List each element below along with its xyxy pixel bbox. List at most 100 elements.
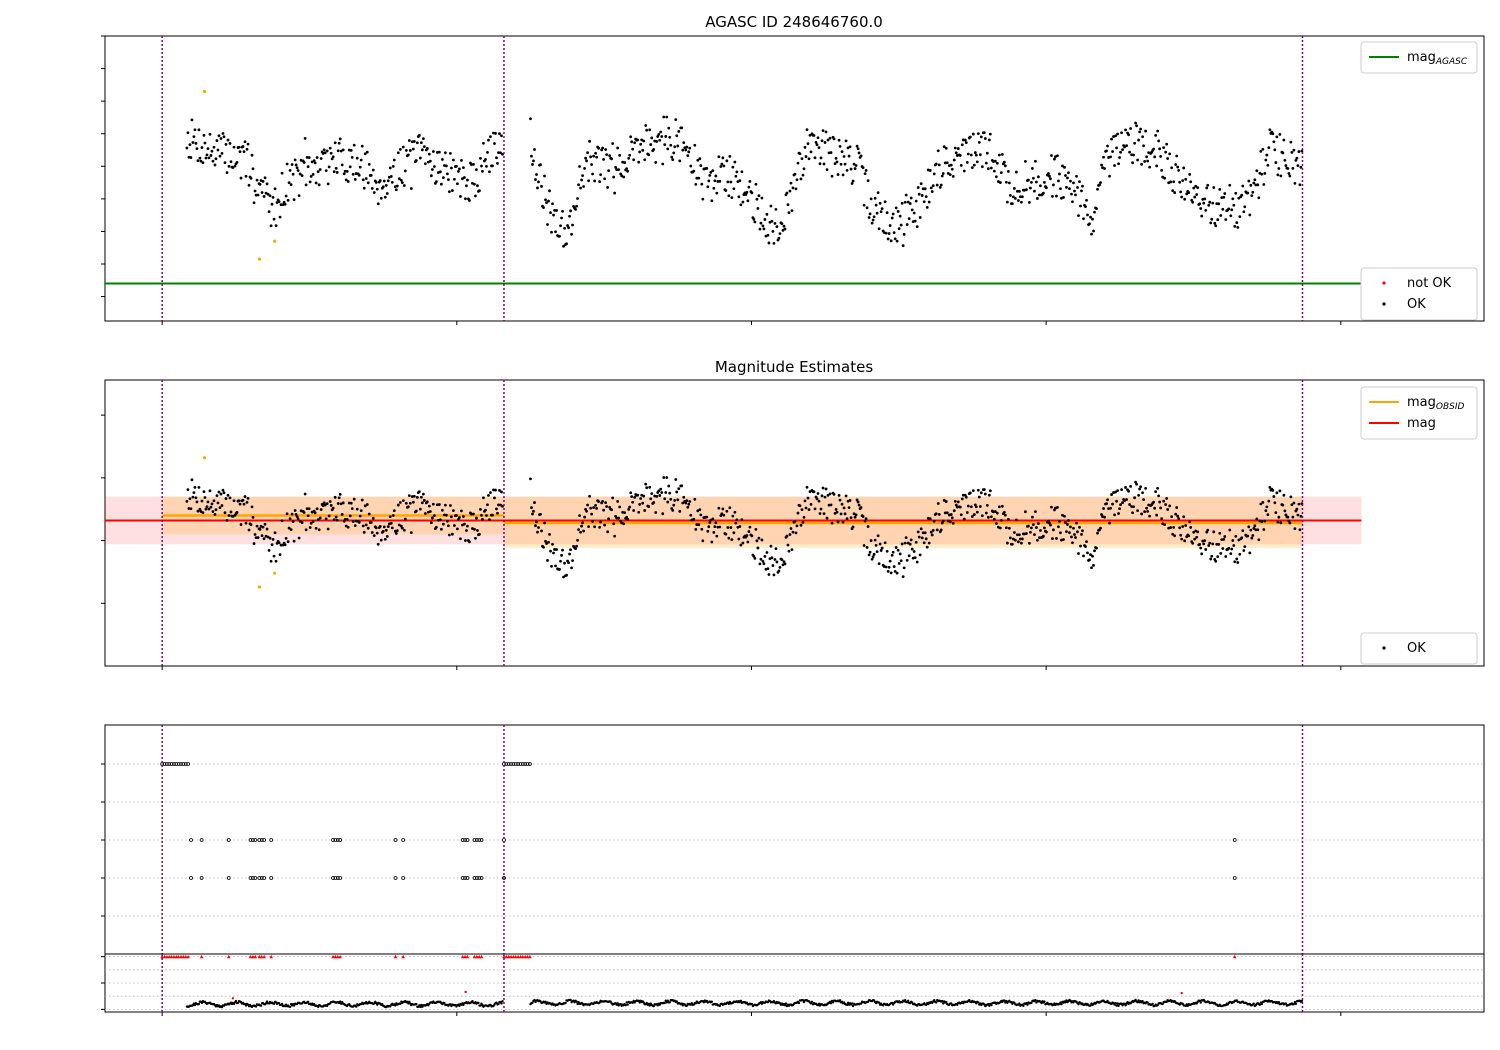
p1-ok-point (570, 232, 573, 236)
p4-dr-capped-point (257, 954, 262, 959)
p1-ok-point (565, 242, 568, 246)
p3-flag-point (251, 838, 255, 842)
p1-ok-point (969, 153, 973, 157)
p2-ok-point (1281, 503, 1285, 507)
p2-ok-point (292, 539, 296, 543)
p2-ok-point (551, 542, 554, 546)
p1-ok-point (1125, 144, 1128, 147)
p1-ok-point (680, 126, 684, 130)
p1-ok-point (1164, 150, 1168, 154)
p2-ok-point (1160, 517, 1164, 520)
p1-ok-point (720, 162, 724, 166)
p1-ok-point (534, 178, 537, 181)
p2-ok-point (668, 491, 672, 495)
p2-ok-point (760, 538, 764, 542)
p2-ok-point (1261, 500, 1265, 504)
p1-ok-point (825, 168, 829, 172)
p1-ok-point (941, 172, 945, 175)
p1-ok-point (460, 158, 463, 162)
p4-dr-capped-point (477, 954, 482, 959)
p2-ok-point (1227, 546, 1231, 550)
p2-ok-point (730, 538, 734, 541)
p2-ok-point (872, 552, 876, 556)
p4-dr-point (718, 1004, 722, 1008)
p2-ok-point (708, 521, 712, 524)
p2-ok-point (443, 503, 447, 507)
p1-ok-point (580, 178, 583, 182)
p4-dr-capped-point (176, 954, 181, 959)
p2-ok-point (937, 512, 941, 516)
p1-ok-point (1156, 129, 1160, 133)
p1-ok-point (1143, 159, 1147, 163)
p1-ok-point (832, 137, 836, 141)
p2-ok-point (1266, 513, 1270, 517)
p1-ok-point (1103, 167, 1106, 170)
p2-ok-point (853, 515, 857, 519)
p4-dr-point (663, 1001, 666, 1005)
p1-ok-point (829, 151, 833, 154)
p1-ok-point (1277, 167, 1281, 170)
p1-ok-point (972, 163, 976, 167)
p1-ok-point (686, 154, 690, 158)
p1-ok-point (1165, 142, 1169, 146)
p1-ok-point (975, 160, 979, 164)
p1-ok-point (1074, 193, 1077, 197)
p2-ok-point (929, 530, 933, 534)
p1-ok-point (1271, 132, 1275, 136)
p2-ok-point (1062, 538, 1065, 541)
p2-ok-point (1108, 521, 1111, 525)
p2-ok-point (337, 496, 341, 500)
p4-dr-point (850, 1002, 854, 1005)
p1-ok-point (1236, 225, 1240, 229)
p2-ok-point (769, 544, 773, 548)
p1-ok-point (801, 173, 805, 177)
p1-ok-point (639, 142, 643, 146)
p1-ok-point (1257, 196, 1261, 200)
p2-ok-point (402, 528, 406, 532)
p1-ok-point (935, 183, 939, 187)
p1-ok-point (803, 145, 807, 149)
p4-dr-capped-point (460, 954, 465, 959)
p2-ok-point (721, 507, 725, 511)
p1-ok-point (1144, 129, 1148, 133)
p4-dr-point (1030, 1001, 1033, 1005)
p3-flag-point (479, 838, 484, 842)
p1-ok-point (402, 184, 406, 187)
p2-ok-point (290, 512, 294, 516)
p1-ok-point (1207, 203, 1211, 207)
p1-ok-point (268, 194, 272, 198)
p1-ok-point (466, 178, 469, 182)
p1-ok-point (604, 148, 608, 151)
p1-ok-point (1176, 165, 1180, 169)
p2-ok-point (902, 566, 906, 570)
p2-ok-point (707, 525, 711, 529)
p2-ok-point (913, 556, 917, 560)
p4-dr-point (544, 1000, 547, 1004)
p2-ok-point (304, 528, 308, 532)
p2-ok-point (597, 500, 601, 503)
p2-ok-point (997, 505, 1001, 509)
p2-ok-point (1192, 530, 1196, 534)
p3-flag-point (262, 838, 267, 842)
p2-ok-point (722, 513, 726, 517)
p2-ok-point (232, 499, 236, 503)
p1-ok-point (341, 148, 345, 152)
p1-ok-point (388, 166, 392, 170)
p2-ok-point (210, 502, 214, 506)
p1-ok-point (271, 195, 275, 199)
p1-ok-point (389, 174, 393, 178)
p1-ok-point (1300, 149, 1304, 153)
p1-ok-point (959, 163, 963, 167)
p4-dr-capped-point (513, 954, 518, 959)
p1-ok-point (247, 183, 251, 187)
p1-ok-point (536, 186, 539, 190)
p2-ok-point (1292, 501, 1296, 505)
p2-ok-point (1177, 517, 1181, 521)
p1-ok-point (531, 163, 534, 166)
p3-flag-point (460, 838, 465, 842)
p1-ok-point (337, 141, 341, 145)
p1-ok-point (711, 169, 715, 173)
p2-ok-point (456, 527, 459, 531)
p1-ok-point (568, 214, 571, 218)
